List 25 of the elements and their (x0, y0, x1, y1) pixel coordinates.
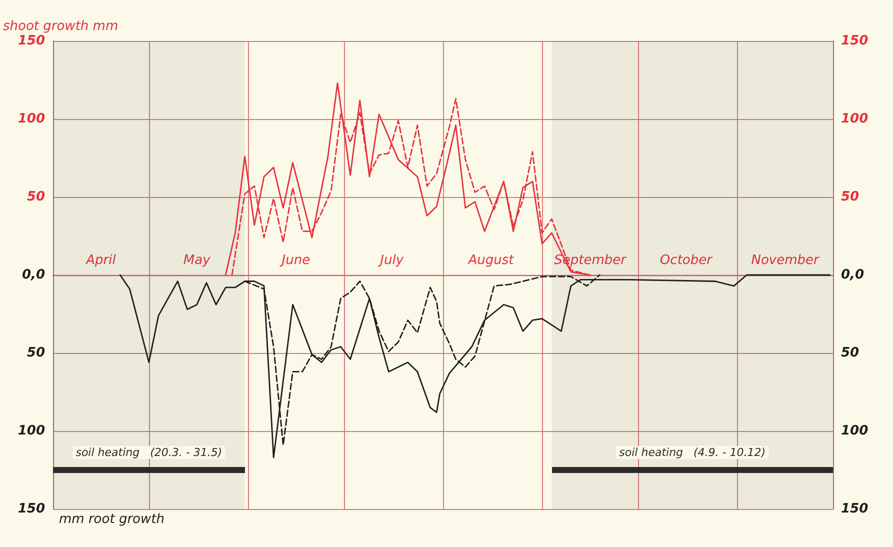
y-tick-label: 0,0 (22, 268, 45, 282)
y2-tick-label: 50 (841, 346, 860, 360)
y-tick-label: 100 (18, 424, 45, 438)
x-tick-label: July (377, 253, 404, 268)
y2-tick-label: 50 (841, 190, 860, 204)
y2-tick-label: 100 (841, 424, 868, 438)
y-tick-label: 150 (18, 34, 45, 48)
y2-tick-label: 0,0 (841, 268, 864, 282)
y-tick-label: 50 (26, 346, 45, 360)
band-label: soil heating (4.9. - 10.12) (619, 446, 766, 459)
x-tick-label: August (467, 253, 515, 268)
x-tick-label: April (85, 253, 116, 268)
y-tick-label: 50 (26, 190, 45, 204)
x-tick-label: May (183, 253, 211, 268)
y-axis-title: shoot growth mm (3, 19, 118, 34)
x-tick-label: November (751, 253, 821, 268)
band-label: soil heating (20.3. - 31.5) (76, 446, 222, 459)
y-tick-label: 100 (18, 112, 45, 126)
y2-tick-label: 150 (841, 34, 868, 48)
text: mm root growth (59, 512, 164, 527)
y2-tick-label: 100 (841, 112, 868, 126)
y-tick-label: 150 (18, 502, 45, 516)
x-tick-label: October (660, 253, 714, 268)
x-tick-label: June (278, 253, 310, 268)
y2-tick-label: 150 (841, 502, 868, 516)
